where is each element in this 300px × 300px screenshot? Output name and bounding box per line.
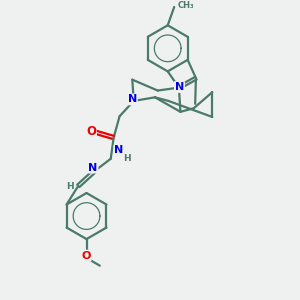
Text: N: N: [128, 94, 137, 104]
Text: H: H: [66, 182, 74, 191]
Text: O: O: [81, 250, 91, 261]
Text: N: N: [88, 163, 98, 172]
Text: O: O: [86, 125, 96, 138]
Text: CH₃: CH₃: [178, 1, 194, 10]
Text: N: N: [114, 146, 124, 155]
Text: N: N: [175, 82, 184, 92]
Text: H: H: [123, 154, 131, 163]
